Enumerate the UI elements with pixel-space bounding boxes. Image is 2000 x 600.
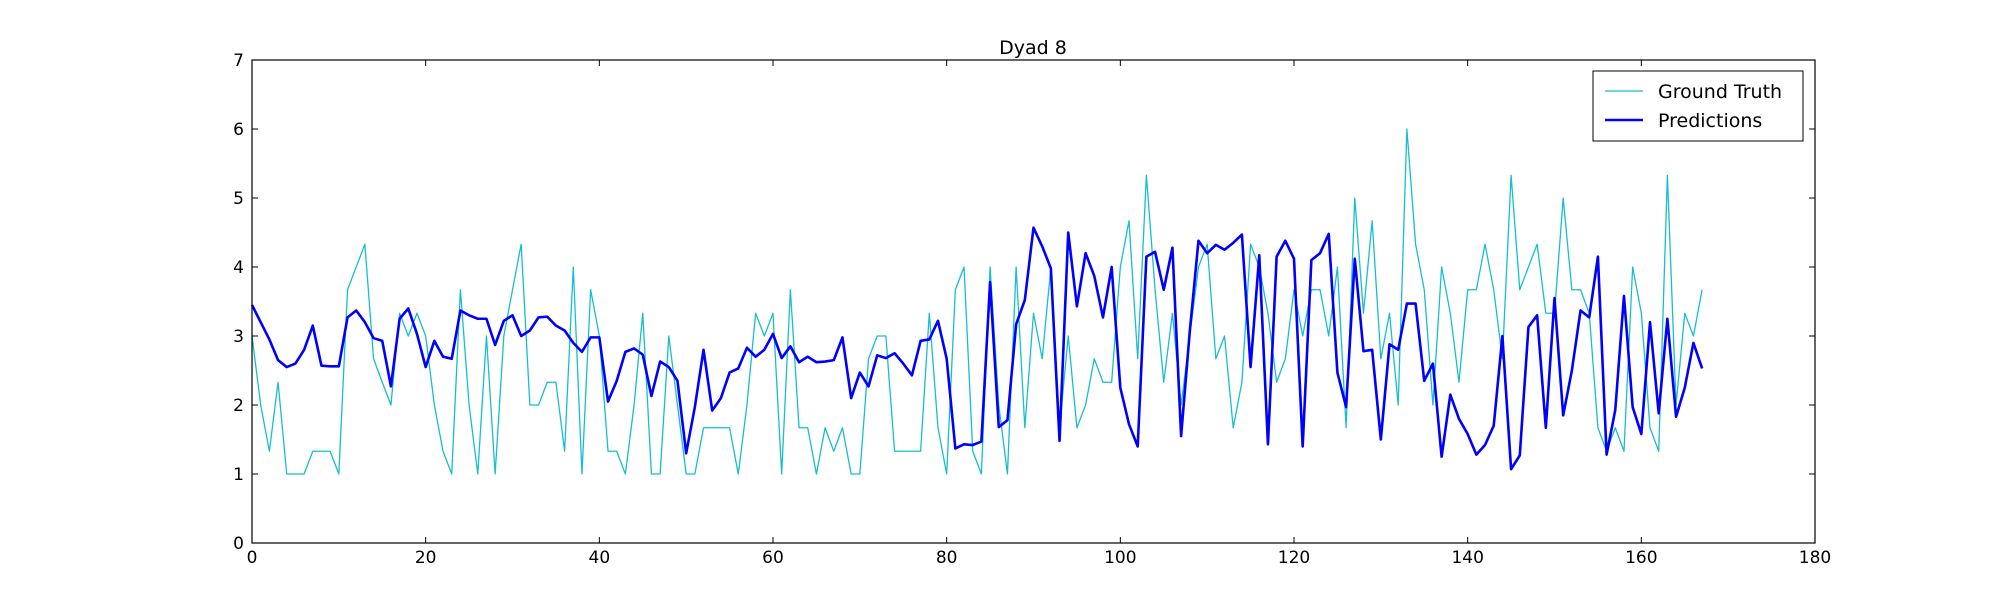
legend-box (1592, 70, 1804, 142)
chart-title: Dyad 8 (999, 37, 1067, 59)
x-tick-label: 0 (247, 548, 258, 568)
y-tick-label: 0 (233, 534, 244, 554)
y-tick-label: 7 (233, 51, 244, 71)
plot-frame (251, 59, 1816, 544)
y-tick-label: 2 (233, 396, 244, 416)
y-tick-label: 3 (233, 327, 244, 347)
x-tick-label: 40 (589, 548, 611, 568)
x-tick-label: 60 (762, 548, 784, 568)
legend: Ground Truth Predictions (1592, 70, 1804, 142)
predictions-line (250, 226, 1704, 471)
x-tick-label: 80 (936, 548, 958, 568)
y-tick-label: 6 (233, 120, 244, 140)
x-tick-label: 140 (1451, 548, 1483, 568)
y-tick-label: 1 (233, 465, 244, 485)
x-tick-label: 160 (1625, 548, 1657, 568)
legend-label-ground-truth: Ground Truth (1658, 81, 1782, 103)
x-axis: 0 20 40 60 80 100 120 140 160 180 (247, 60, 1831, 568)
ground-truth-line (251, 128, 1703, 475)
plot-area (252, 60, 1815, 543)
x-tick-label: 20 (415, 548, 437, 568)
y-tick-label: 4 (233, 258, 244, 278)
legend-label-predictions: Predictions (1658, 110, 1762, 132)
y-tick-label: 5 (233, 189, 244, 209)
x-tick-label: 120 (1278, 548, 1310, 568)
x-tick-label: 180 (1799, 548, 1831, 568)
y-axis: 0 1 2 3 4 5 6 7 (233, 51, 1815, 554)
series-layer (250, 128, 1704, 475)
x-tick-label: 100 (1104, 548, 1136, 568)
